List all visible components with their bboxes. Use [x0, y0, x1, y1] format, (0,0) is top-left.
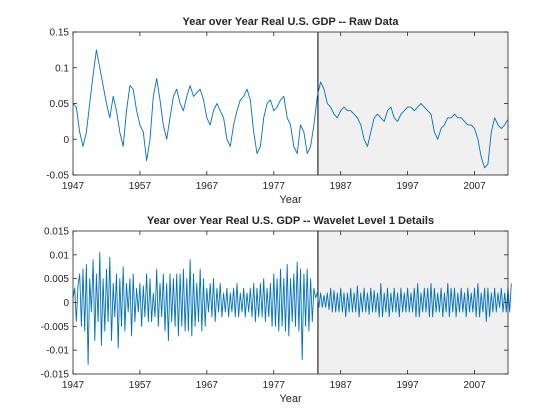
wavelet-details-x-tick-label: 1947	[62, 380, 85, 391]
raw-data-x-axis-label: Year	[279, 194, 302, 206]
raw-data-x-tick-label: 1957	[129, 181, 152, 192]
wavelet-details-x-tick-label: 1967	[196, 380, 219, 391]
wavelet-details-y-tick-label: 0.015	[44, 227, 69, 238]
raw-data-y-ticks: -0.05 0 0.05 0.1 0.15	[46, 28, 508, 182]
raw-data-x-tick-label: 2007	[463, 181, 486, 192]
wavelet-details-panel: 1947 1957 1967 1977 1987 1997 2007 -0.015-0.01…	[41, 215, 512, 405]
raw-data-y-tick-label: 0.1	[55, 63, 69, 74]
wavelet-details-x-tick-label: 1977	[263, 380, 286, 391]
wavelet-details-x-tick-label: 1957	[129, 380, 152, 391]
raw-data-series-line	[72, 49, 509, 169]
raw-data-x-tick-label: 1967	[196, 181, 219, 192]
wavelet-details-line-layer	[72, 251, 512, 365]
wavelet-details-series-line	[72, 251, 512, 365]
wavelet-details-x-tick-label: 1987	[330, 380, 353, 391]
wavelet-details-x-axis-label: Year	[279, 393, 302, 405]
raw-data-panel: 1947 1957 1967 1977 1987 1997 2007 -0.05 0 0.05 0…	[46, 16, 509, 206]
wavelet-details-y-tick-label: -0.005	[41, 322, 70, 333]
wavelet-details-y-tick-label: 0	[63, 298, 69, 309]
raw-data-y-tick-label: -0.05	[46, 171, 69, 182]
raw-data-x-tick-label: 1947	[62, 181, 85, 192]
raw-data-x-ticks: 1947 1957 1967 1977 1987 1997 2007	[62, 32, 486, 192]
raw-data-x-tick-label: 1997	[396, 181, 419, 192]
raw-data-x-tick-label: 1987	[330, 181, 353, 192]
wavelet-details-y-tick-label: -0.015	[41, 370, 70, 381]
wavelet-details-x-ticks: 1947 1957 1967 1977 1987 1997 2007	[62, 231, 486, 391]
raw-data-shaded-region	[317, 32, 508, 175]
raw-data-y-tick-label: 0	[63, 135, 69, 146]
wavelet-details-x-tick-label: 2007	[463, 380, 486, 391]
wavelet-details-y-tick-label: 0.01	[50, 250, 70, 261]
wavelet-details-y-tick-label: 0.005	[44, 274, 69, 285]
raw-data-line-layer	[72, 49, 509, 169]
wavelet-details-y-tick-label: -0.01	[46, 346, 69, 357]
wavelet-details-x-tick-label: 1997	[396, 380, 419, 391]
wavelet-details-y-ticks: -0.015 -0.01 -0.005 0 0.005 0.01 0.015	[41, 227, 508, 381]
wavelet-details-title: Year over Year Real U.S. GDP -- Wavelet …	[147, 215, 434, 227]
raw-data-y-tick-label: 0.05	[50, 99, 70, 110]
raw-data-title: Year over Year Real U.S. GDP -- Raw Data	[182, 16, 399, 28]
raw-data-x-tick-label: 1977	[263, 181, 286, 192]
raw-data-y-tick-label: 0.15	[50, 28, 70, 39]
